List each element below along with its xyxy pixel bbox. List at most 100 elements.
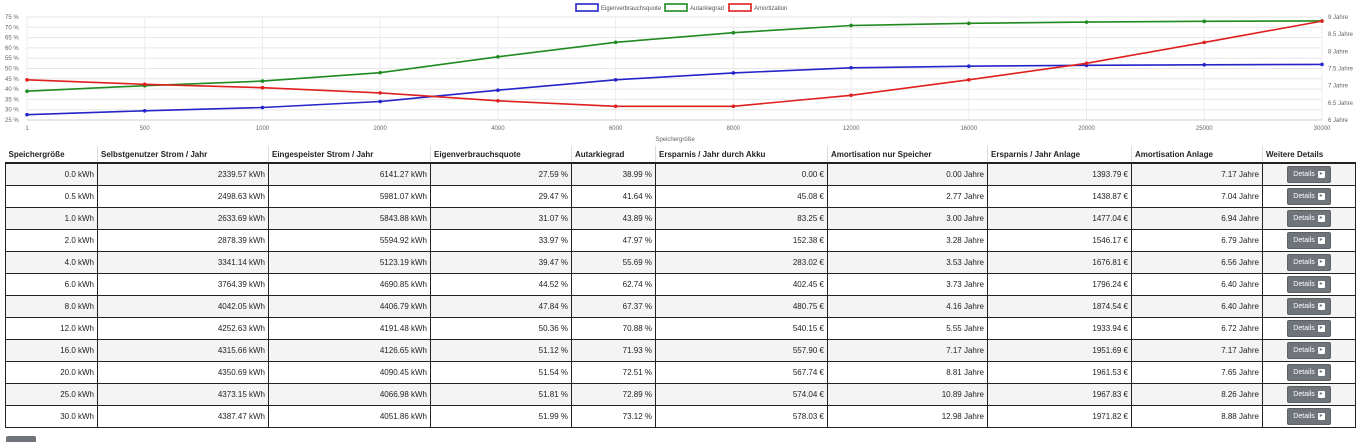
table-cell: 4090.45 kWh [268,361,431,384]
table-cell: 41.64 % [571,185,656,208]
column-header: Amortisation Anlage [1131,146,1263,164]
y2-tick-label: 9 Jahre [1328,15,1349,21]
table-cell: 5843.88 kWh [268,207,431,230]
data-point [849,93,853,98]
details-button-label: Details [1293,171,1315,178]
data-point [613,77,618,82]
legend-swatch [728,3,752,12]
details-button[interactable]: Details ▸ [1287,210,1331,227]
details-button-label: Details [1293,369,1315,376]
table-cell: 557.90 € [655,339,828,362]
data-point [1084,61,1089,66]
arrow-right-icon: ▸ [1317,171,1325,178]
table-cell: 44.52 % [430,273,572,296]
y2-tick-label: 6 Jahre [1328,118,1349,124]
details-button[interactable]: Details ▸ [1287,364,1331,381]
legend-swatch [575,3,599,12]
details-button[interactable]: Details ▸ [1287,276,1331,293]
data-point [25,112,29,117]
details-button[interactable]: Details ▸ [1287,232,1331,249]
arrow-right-icon: ▸ [1317,413,1325,420]
column-header: Ersparnis / Jahr durch Akku [655,146,828,164]
x-axis-title: Speichergröße [655,137,695,143]
y-tick-label: 25 % [5,118,19,124]
table-cell: 12.0 kWh [5,317,98,340]
series-line-eigenverbrauchsquote [26,63,1323,116]
table-cell: 574.04 € [655,383,828,406]
table-cell: 4066.98 kWh [268,383,431,406]
table-cell: 4051.86 kWh [268,405,431,428]
table-cell: 1546.17 € [987,229,1132,252]
table-cell: 1951.69 € [987,339,1132,362]
column-header: Ersparnis / Jahr Anlage [987,146,1132,164]
arrow-right-icon: ▸ [1317,237,1325,244]
details-button-label: Details [1293,413,1315,420]
table-cell: 2633.69 kWh [97,207,269,230]
x-tick-label: 12000 [843,126,860,132]
series-line-autarkiegrad [26,20,1323,92]
data-point [142,108,147,113]
data-point [967,64,971,68]
table-cell: 4191.48 kWh [268,317,431,340]
table-cell: 1393.79 € [987,162,1132,186]
legend-label: Eigenverbrauchsquote [601,6,662,12]
table-cell: 12.98 Jahre [827,405,988,428]
table-cell: 6.40 Jahre [1131,273,1263,296]
table-cell: 73.12 % [571,405,656,428]
details-button-label: Details [1293,325,1315,332]
details-cell: Details ▸ [1262,273,1356,296]
table-row: 8.0 kWh 4042.05 kWh 4406.79 kWh 47.84 % 67.3… [5,295,1356,318]
y-tick-label: 50 % [5,67,19,73]
details-cell: Details ▸ [1262,295,1356,318]
x-tick-label: 4000 [491,126,505,132]
table-cell: 4373.15 kWh [97,383,269,406]
table-cell: 4042.05 kWh [97,295,269,318]
y2-tick-label: 8.5 Jahre [1328,32,1354,38]
table-cell: 7.17 Jahre [827,339,988,362]
left-y-axis: 25 % 30 % 35 % 40 % 45 % 50 % 55 % 60 % 65 % 70 %… [5,15,19,124]
details-button[interactable]: Details ▸ [1287,386,1331,403]
column-header: Weitere Details [1262,146,1356,164]
table-cell: 47.84 % [430,295,572,318]
data-point [967,21,971,26]
details-button-label: Details [1293,347,1315,354]
details-cell: Details ▸ [1262,383,1356,406]
table-cell: 2878.39 kWh [97,229,269,252]
column-header: Selbstgenutzer Strom / Jahr [97,146,269,164]
x-tick-label: 30000 [1314,126,1331,132]
arrow-right-icon: ▸ [1317,391,1325,398]
column-header: Amortisation nur Speicher [827,146,988,164]
table-cell: 7.04 Jahre [1131,185,1263,208]
details-button[interactable]: Details ▸ [1287,342,1331,359]
partial-button[interactable] [6,436,36,442]
legend-item: Eigenverbrauchsquote [575,3,662,12]
table-cell: 4387.47 kWh [97,405,269,428]
y-tick-label: 75 % [5,15,19,21]
table-cell: 27.59 % [430,162,572,186]
table-cell: 4690.85 kWh [268,273,431,296]
details-button[interactable]: Details ▸ [1287,408,1331,425]
table-cell: 3.00 Jahre [827,207,988,230]
details-button[interactable]: Details ▸ [1287,254,1331,271]
table-cell: 3341.14 kWh [97,251,269,274]
table-body: 0.0 kWh 2339.57 kWh 6141.27 kWh 27.59 % 38.9… [5,162,1356,428]
details-button[interactable]: Details ▸ [1287,166,1331,183]
details-button-label: Details [1293,259,1315,266]
x-tick-label: 25000 [1196,126,1213,132]
details-cell: Details ▸ [1262,317,1356,340]
table-cell: 71.93 % [571,339,656,362]
data-point [849,65,853,70]
table-cell: 43.89 % [571,207,656,230]
details-button[interactable]: Details ▸ [1287,188,1331,205]
table-cell: 7.17 Jahre [1131,162,1263,186]
legend-item: Amortization [728,3,787,12]
details-button[interactable]: Details ▸ [1287,298,1331,315]
table-cell: 0.0 kWh [5,162,98,186]
table-cell: 16.0 kWh [5,339,98,362]
table-cell: 8.81 Jahre [827,361,988,384]
data-point [260,79,265,83]
data-point [142,82,147,87]
table-cell: 152.38 € [655,229,828,252]
details-button[interactable]: Details ▸ [1287,320,1331,337]
column-header: Speichergröße [5,146,98,164]
